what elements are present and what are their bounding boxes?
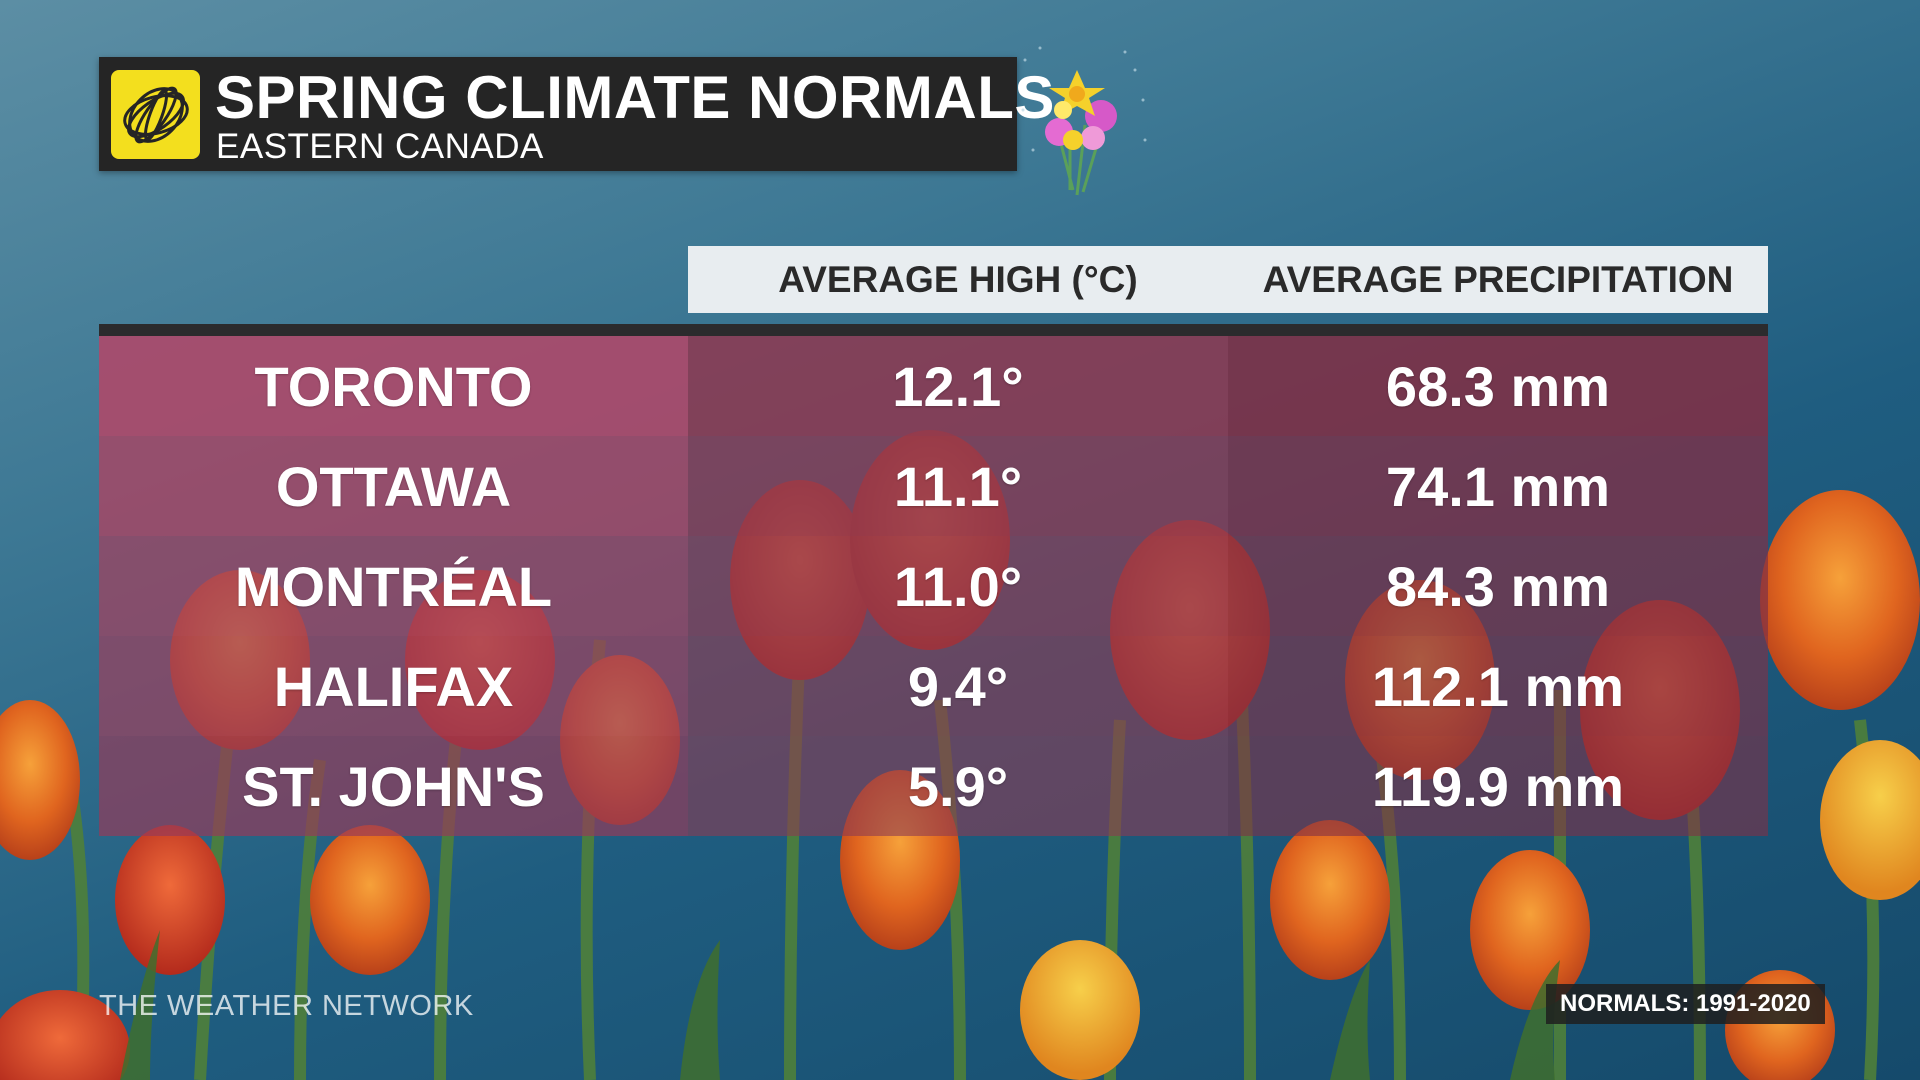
weather-network-logo-icon [111, 70, 200, 159]
climate-table: TORONTO 12.1° 68.3 mm OTTAWA 11.1° 74.1 … [99, 336, 1768, 836]
column-header-bar: AVERAGE HIGH (°C) AVERAGE PRECIPITATION [688, 246, 1768, 313]
flower-bouquet-icon [1021, 46, 1147, 196]
page-title: SPRING CLIMATE NORMALS [215, 64, 1055, 131]
page-subtitle: EASTERN CANADA [216, 127, 544, 166]
brand-watermark: THE WEATHER NETWORK [99, 990, 474, 1022]
city-cell: HALIFAX [99, 636, 688, 736]
city-cell: OTTAWA [99, 436, 688, 536]
table-row: MONTRÉAL 11.0° 84.3 mm [99, 536, 1768, 636]
city-cell: TORONTO [99, 336, 688, 436]
table-row: OTTAWA 11.1° 74.1 mm [99, 436, 1768, 536]
column-header-average-precipitation: AVERAGE PRECIPITATION [1262, 258, 1734, 300]
average-precipitation-cell: 112.1 mm [1228, 636, 1768, 736]
normals-period-badge: NORMALS: 1991-2020 [1546, 984, 1825, 1024]
column-header-average-high: AVERAGE HIGH (°C) [778, 258, 1138, 300]
average-high-cell: 5.9° [688, 736, 1228, 836]
table-divider [99, 324, 1768, 336]
average-precipitation-cell: 74.1 mm [1228, 436, 1768, 536]
table-row: ST. JOHN'S 5.9° 119.9 mm [99, 736, 1768, 836]
average-high-cell: 9.4° [688, 636, 1228, 736]
table-row: TORONTO 12.1° 68.3 mm [99, 336, 1768, 436]
average-high-cell: 11.1° [688, 436, 1228, 536]
average-precipitation-cell: 68.3 mm [1228, 336, 1768, 436]
table-row: HALIFAX 9.4° 112.1 mm [99, 636, 1768, 736]
average-precipitation-cell: 84.3 mm [1228, 536, 1768, 636]
average-high-cell: 11.0° [688, 536, 1228, 636]
city-cell: MONTRÉAL [99, 536, 688, 636]
average-high-cell: 12.1° [688, 336, 1228, 436]
average-precipitation-cell: 119.9 mm [1228, 736, 1768, 836]
title-banner: SPRING CLIMATE NORMALS EASTERN CANADA [99, 57, 1054, 171]
city-cell: ST. JOHN'S [99, 736, 688, 836]
